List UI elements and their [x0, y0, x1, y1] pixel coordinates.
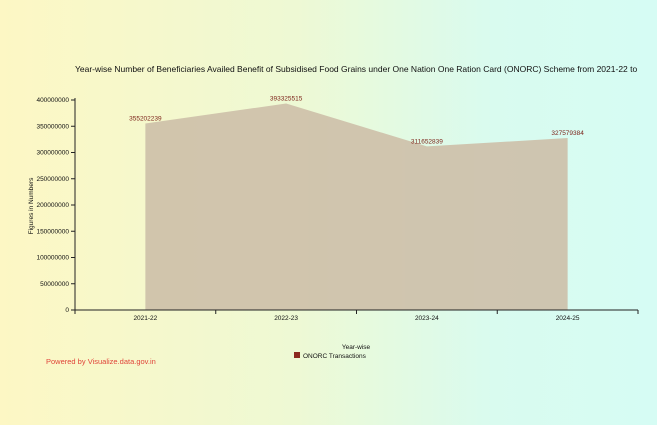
legend[interactable]: ONORC Transactions	[294, 352, 367, 360]
y-tick-label: 350000000	[36, 123, 69, 130]
y-tick-label: 0	[65, 307, 69, 314]
powered-by-link[interactable]: Powered by Visualize.data.gov.in	[46, 357, 156, 366]
data-label: 327579384	[551, 130, 584, 137]
data-labels: 355202239 393325515 311652839 327579384	[129, 96, 584, 146]
x-tick-label: 2023-24	[415, 315, 439, 322]
chart-title: Year-wise Number of Beneficiaries Availe…	[75, 64, 657, 74]
data-label: 393325515	[270, 96, 303, 103]
legend-label[interactable]: ONORC Transactions	[303, 353, 367, 360]
legend-swatch[interactable]	[294, 352, 300, 358]
y-tick-label: 200000000	[36, 202, 69, 209]
y-tick-label: 300000000	[36, 150, 69, 157]
y-tick-label: 400000000	[36, 97, 69, 104]
y-tick-label: 250000000	[36, 176, 69, 183]
y-tick-label: 150000000	[36, 228, 69, 235]
data-label: 311652839	[411, 138, 443, 145]
y-tick-label: 50000000	[40, 281, 69, 288]
x-tick-label: 2024-25	[556, 315, 580, 322]
x-tick-label: 2021-22	[133, 315, 157, 322]
y-axis-label: Figures in Numbers	[28, 177, 35, 234]
x-tick-label: 2022-23	[274, 315, 298, 322]
data-label: 355202239	[129, 116, 162, 123]
x-axis-label: Year-wise	[342, 344, 371, 351]
axes: 0 50000000 100000000 150000000 200000000 2500…	[36, 97, 639, 322]
area-series-onorc[interactable]	[145, 103, 568, 310]
y-tick-label: 100000000	[36, 255, 69, 262]
area-layer	[145, 103, 568, 310]
